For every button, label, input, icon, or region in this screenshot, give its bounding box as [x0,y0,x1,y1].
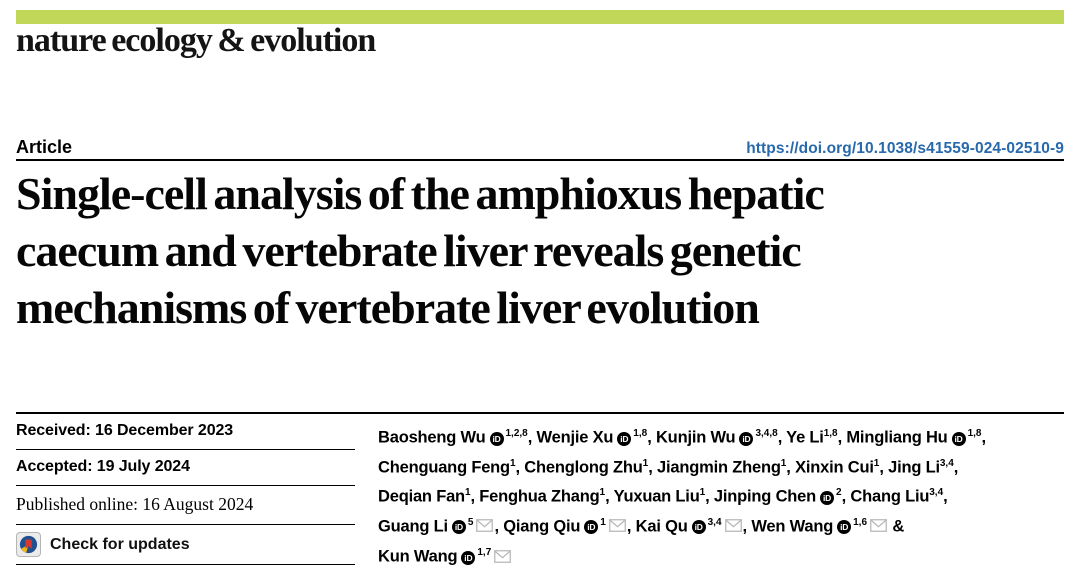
author-separator: , [742,517,752,535]
email-icon[interactable] [476,515,494,540]
author-name: Kai Qu [635,517,688,535]
author-name: Chang Liu [850,487,930,506]
author-separator: , [470,487,480,506]
affiliation-superscript: 1,8 [633,428,648,439]
email-icon[interactable] [724,515,742,540]
title-line-3: mechanisms of vertebrate liver evolution [16,282,760,333]
author-separator: , [705,487,714,506]
author-separator: , [841,487,851,506]
affiliation-superscript: 1 [780,457,787,469]
author-line: Baosheng Wu iD 1,2,8, Wenjie Xu iD 1,8, Kunj… [378,421,1064,451]
author-separator: , [626,517,636,535]
author-name: Yuxuan Liu [613,487,700,506]
affiliation-superscript: 1 [509,457,516,469]
orcid-icon[interactable]: iD [489,431,504,446]
date-row-received: Received: 16 December 2023 [16,422,234,439]
affiliation-superscript: 1,7 [477,547,492,558]
author-separator: , [837,428,847,447]
author-name: Baosheng Wu [378,428,486,447]
article-title: Single-cell analysis of the amphioxus he… [16,165,1068,336]
author-name: Wen Wang [751,517,834,535]
author-separator: , [879,458,889,476]
affiliation-superscript: 1 [642,457,649,469]
author-separator: , [786,458,796,476]
author-separator: , [605,487,614,506]
author-name: Kun Wang [378,547,458,566]
author-separator: , [953,458,959,476]
orcid-icon[interactable]: iD [617,431,632,446]
orcid-icon[interactable]: iD [584,520,599,534]
author-line: Chenguang Feng1, Chenglong Zhu1, Jiangmi… [378,451,1064,481]
affiliation-superscript: 3,4 [939,457,954,469]
orcid-icon[interactable]: iD [451,520,466,534]
author-separator: , [527,428,537,447]
author-line: Kun Wang iD 1,7 [378,540,1064,571]
author-separator: , [981,428,986,447]
author-separator: , [515,458,525,476]
author-name: Ye Li [786,428,824,447]
affiliation-superscript: 1,8 [967,428,982,439]
affiliation-superscript: 1 [873,457,880,469]
orcid-icon[interactable]: iD [739,431,754,446]
affiliation-superscript: 1 [699,487,706,498]
author-name: Wenjie Xu [536,428,614,447]
author-separator: , [648,458,658,476]
crossmark-icon [16,532,41,557]
title-line-2: caecum and vertebrate liver reveals gene… [16,225,802,276]
date-row-accepted: Accepted: 19 July 2024 [16,449,355,485]
author-line: Deqian Fan1, Fenghua Zhang1, Yuxuan Liu1… [378,480,1064,510]
affiliation-superscript: 3,4 [929,487,944,498]
affiliation-superscript: 5 [467,516,474,528]
affiliation-superscript: 3,4,8 [755,428,778,439]
check-for-updates-label: Check for updates [50,535,190,553]
author-name: Mingliang Hu [846,428,948,447]
affiliation-superscript: 1,6 [853,516,868,528]
author-name: Qiang Qiu [503,517,581,535]
author-separator: , [494,517,504,535]
affiliation-superscript: 2 [836,487,842,498]
journal-name: nature ecology & evolution [16,22,376,59]
author-separator: , [943,487,948,506]
affiliation-superscript: 1 [599,487,606,498]
metadata-section: Received: 16 December 2023 Accepted: 19 J… [16,412,1064,571]
email-icon[interactable] [608,515,626,540]
orcid-icon[interactable]: iD [820,490,835,505]
dates-panel: Received: 16 December 2023 Accepted: 19 J… [16,414,355,565]
author-separator: , [647,428,656,447]
affiliation-superscript: 1 [464,487,471,498]
orcid-icon[interactable]: iD [461,550,476,565]
author-name: Kunjin Wu [655,428,736,447]
doi-link[interactable]: https://doi.org/10.1038/s41559-024-02510… [746,140,1064,157]
author-line: Guang Li iD 5, Qiang Qiu iD 1, Kai Qu iD 3,4, … [378,510,1064,541]
affiliation-superscript: 1,8 [823,428,838,439]
author-name: Deqian Fan [378,487,465,506]
author-name: Chenglong Zhu [524,458,643,476]
journal-accent-bar [16,10,1064,24]
author-separator: , [777,428,787,447]
author-separator: & [888,517,905,535]
author-name: Jinping Chen [713,487,817,506]
author-name: Jiangmin Zheng [657,458,781,476]
affiliation-superscript: 3,4 [707,516,722,528]
author-list: Baosheng Wu iD 1,2,8, Wenjie Xu iD 1,8, Kunj… [378,414,1064,571]
title-line-1: Single-cell analysis of the amphioxus he… [16,168,825,219]
article-header-row: Article https://doi.org/10.1038/s41559-0… [16,126,1064,158]
header-rule [16,159,1064,161]
email-icon[interactable] [494,546,512,571]
author-name: Fenghua Zhang [479,487,600,506]
author-name: Xinxin Cui [795,458,874,476]
author-name: Guang Li [378,517,448,535]
orcid-icon[interactable]: iD [951,431,966,446]
affiliation-superscript: 1,2,8 [505,428,528,439]
author-name: Jing Li [888,458,940,476]
orcid-icon[interactable]: iD [691,520,706,534]
check-for-updates-button[interactable]: Check for updates [16,524,355,565]
article-type-label: Article [16,137,73,157]
author-name: Chenguang Feng [378,458,510,476]
date-row-published-online: Published online: 16 August 2024 [16,485,355,524]
email-icon[interactable] [870,515,887,540]
affiliation-superscript: 1 [600,516,606,528]
orcid-icon[interactable]: iD [837,520,852,534]
